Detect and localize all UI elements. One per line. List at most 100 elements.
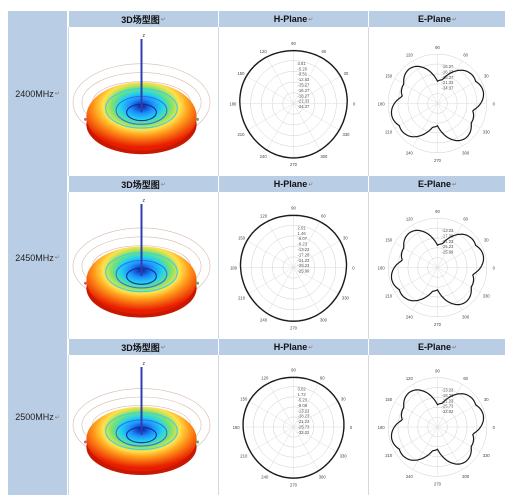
e-plane-cell: 90 60 30 0 330 300 270 240 210 180 150 120 -13.23 -17… — [368, 192, 505, 339]
paragraph-mark: ↵ — [54, 255, 60, 261]
polar-angle-label: 90 — [291, 368, 296, 373]
polar-angle-label: 60 — [321, 214, 326, 219]
polar-scale-label: -16.27 — [442, 69, 455, 74]
polar-grid-spoke — [268, 383, 294, 428]
polar-angle-label: 240 — [406, 314, 414, 319]
polar-angle-label: 120 — [406, 53, 414, 58]
polar-scale-label: -25.23 — [442, 244, 455, 249]
polar-grid-spoke — [249, 426, 294, 453]
polar-angle-label: 270 — [434, 481, 442, 486]
y-axis-dot — [196, 281, 199, 285]
polar-scale-label: -34.37 — [442, 86, 455, 91]
pattern-3d-cell: z — [68, 355, 218, 495]
paragraph-mark: ↵ — [451, 16, 458, 23]
polar-scale-label: -25.73 — [442, 404, 455, 409]
polar-grid-spoke — [394, 402, 438, 428]
polar-angle-label: 0 — [493, 266, 496, 271]
paragraph-mark: ↵ — [160, 16, 166, 23]
e-plane-polar-plot: 9060300330300270240210180150120-15.27-16… — [378, 45, 496, 163]
polar-grid-spoke — [394, 242, 438, 268]
polar-angle-label: 300 — [320, 154, 328, 159]
polar-grid-spoke — [437, 103, 481, 129]
polar-grid-spoke — [437, 426, 463, 470]
x-axis-dot — [84, 281, 87, 285]
polar-grid-spoke — [412, 267, 438, 311]
polar-angle-label: 270 — [434, 322, 442, 327]
column-header: H-Plane ↵ — [218, 11, 368, 27]
h-plane-cell: 90 60 30 0 330 300 270 240 210 180 150 120 3.02 1.72-… — [218, 355, 368, 495]
column-header-text: 3D场型图 — [121, 179, 160, 190]
polar-angle-label: 210 — [385, 453, 393, 458]
polar-scale-label: 1.46 — [298, 231, 307, 236]
polar-angle-label: 30 — [484, 397, 489, 402]
polar-grid-spoke — [394, 103, 438, 129]
polar-scale-label: -6.07 — [298, 236, 308, 241]
polar-grid-spoke — [293, 103, 321, 151]
axis-tick: z — [143, 361, 146, 367]
column-header: H-Plane ↵ — [218, 339, 368, 355]
polar-scale-label: -12.63 — [298, 77, 311, 82]
polar-scale-label: -9.08 — [298, 403, 308, 408]
polar-angle-label: 0 — [353, 102, 356, 107]
polar-angle-label: 180 — [378, 425, 386, 430]
polar-grid-ring — [387, 217, 488, 318]
pattern-3d-plot: z — [72, 361, 211, 475]
column-header-text: H-Plane — [273, 179, 308, 189]
column-header: E-Plane ↵ — [368, 176, 505, 192]
polar-grid-spoke — [437, 242, 481, 268]
frequency-label: 2450MHz ↵ — [8, 176, 67, 340]
polar-angle-label: 120 — [260, 49, 268, 54]
polar-scale-label: -25.99 — [442, 250, 455, 255]
polar-angle-label: 240 — [260, 154, 268, 159]
polar-grid-spoke — [437, 384, 463, 428]
polar-grid-spoke — [437, 103, 463, 147]
polar-grid-spoke — [412, 426, 438, 470]
e-plane-trace — [390, 229, 485, 306]
polar-angle-label: 300 — [462, 314, 470, 319]
polar-angle-label: 210 — [385, 130, 393, 135]
column-header: 3D场型图 ↵ — [68, 339, 218, 355]
frequency-label: 2400MHz ↵ — [8, 11, 67, 177]
polar-angle-label: 270 — [290, 482, 298, 487]
polar-angle-label: 210 — [240, 454, 248, 459]
polar-scale-label: 1.72 — [298, 392, 307, 397]
polar-scale-label: -13.23 — [442, 228, 455, 233]
pattern-3d-plot: z — [72, 198, 211, 318]
h-plane-trace — [239, 50, 348, 159]
polar-grid-spoke — [394, 426, 438, 452]
polar-grid-spoke — [412, 224, 438, 268]
polar-angle-label: 270 — [290, 325, 298, 330]
e-plane-trace — [390, 65, 485, 142]
polar-grid-spoke — [293, 426, 319, 471]
column-header: H-Plane ↵ — [218, 176, 368, 192]
pattern-body — [86, 246, 197, 315]
polar-angle-label: 270 — [434, 158, 442, 163]
axis-tick: z — [143, 33, 146, 39]
polar-angle-label: 330 — [340, 454, 348, 459]
polar-scale-label: 3.02 — [298, 387, 307, 392]
paragraph-mark: ↵ — [451, 181, 458, 188]
polar-grid-spoke — [293, 267, 340, 295]
polar-scale-label: 2.01 — [298, 225, 307, 230]
polar-scale-label: -5.20 — [298, 66, 308, 71]
polar-angle-label: 150 — [240, 396, 248, 401]
polar-grid-spoke — [266, 267, 294, 314]
column-header: 3D场型图 ↵ — [68, 11, 218, 27]
polar-grid-spoke — [246, 103, 294, 131]
frequency-text: 2500MHz — [15, 412, 54, 422]
paragraph-mark: ↵ — [308, 344, 314, 351]
polar-angle-label: 60 — [463, 376, 468, 381]
polar-grid-spoke — [394, 267, 438, 293]
polar-angle-label: 180 — [230, 266, 238, 271]
column-header-text: E-Plane — [417, 179, 451, 189]
polar-grid-spoke — [412, 60, 438, 104]
pattern-3d-cell: z — [68, 27, 218, 176]
polar-scale-label: -21.23 — [298, 419, 311, 424]
polar-scale-label: -32.02 — [298, 430, 311, 435]
column-header-text: 3D场型图 — [121, 14, 160, 25]
polar-angle-label: 120 — [260, 214, 268, 219]
polar-angle-label: 180 — [378, 266, 386, 271]
pattern-3d-plot: z — [72, 33, 211, 155]
polar-scale-label: -21.23 — [298, 258, 311, 263]
polar-angle-label: 120 — [406, 376, 414, 381]
